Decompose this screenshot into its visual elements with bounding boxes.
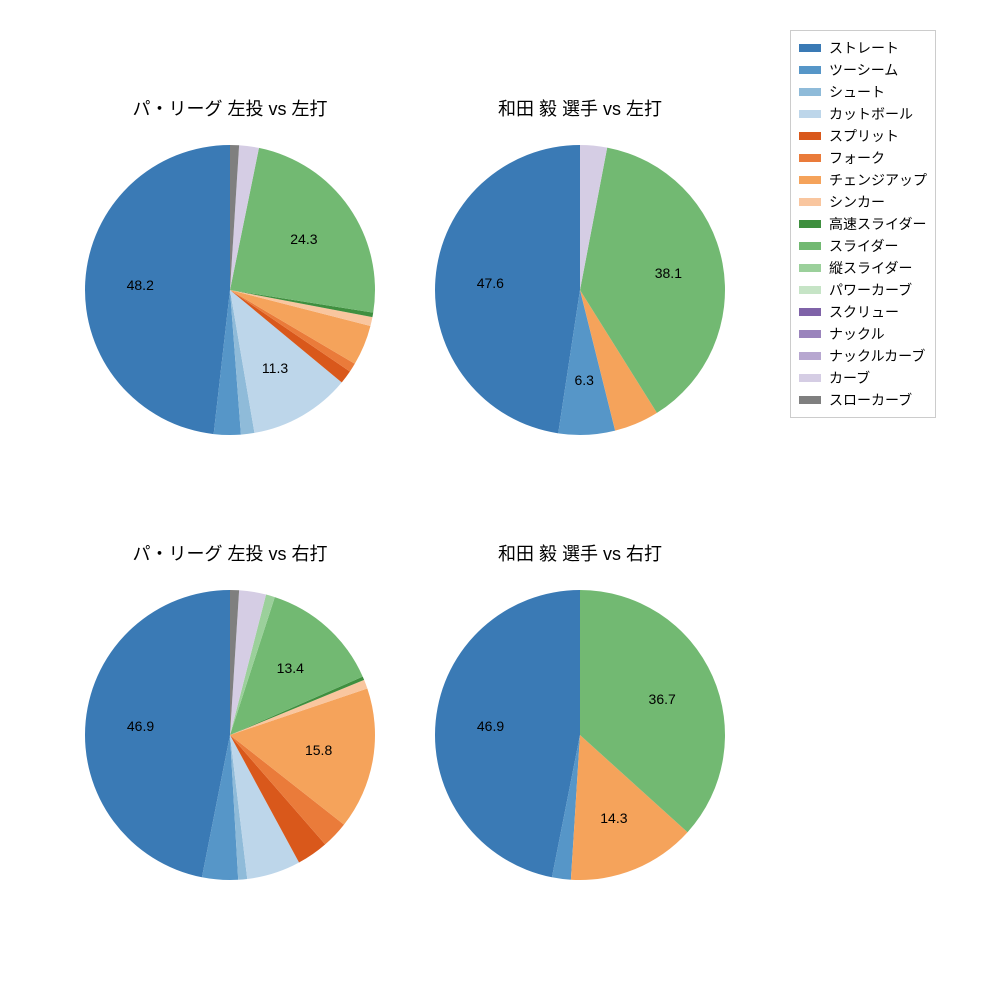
slice-label-tl: 24.3 — [290, 231, 317, 247]
legend-label: スクリュー — [829, 302, 899, 322]
slice-tr-ストレート — [435, 145, 580, 433]
legend-item: カーブ — [799, 367, 927, 389]
slice-label-br: 46.9 — [477, 718, 504, 734]
chart-title-bl: パ・リーグ 左投 vs 右打 — [80, 540, 380, 566]
legend-item: スローカーブ — [799, 389, 927, 411]
legend-swatch — [799, 88, 821, 96]
legend-item: シンカー — [799, 191, 927, 213]
legend-label: ナックルカーブ — [829, 346, 925, 366]
chart-title-br: 和田 毅 選手 vs 右打 — [430, 540, 730, 566]
pie-bl — [83, 588, 377, 882]
legend-swatch — [799, 198, 821, 206]
legend-label: シンカー — [829, 192, 885, 212]
legend-swatch — [799, 396, 821, 404]
legend-swatch — [799, 44, 821, 52]
slice-label-tr: 6.3 — [575, 372, 594, 388]
legend-swatch — [799, 66, 821, 74]
legend-label: カーブ — [829, 368, 870, 388]
slice-label-tr: 47.6 — [477, 275, 504, 291]
legend-item: 高速スライダー — [799, 213, 927, 235]
slice-label-br: 36.7 — [649, 691, 676, 707]
legend-label: フォーク — [829, 148, 885, 168]
legend-item: スライダー — [799, 235, 927, 257]
legend-item: シュート — [799, 81, 927, 103]
legend-label: ナックル — [829, 324, 885, 344]
legend-item: カットボール — [799, 103, 927, 125]
legend-label: 縦スライダー — [829, 258, 912, 278]
legend-item: スプリット — [799, 125, 927, 147]
legend-swatch — [799, 110, 821, 118]
legend-label: スライダー — [829, 236, 898, 256]
legend-label: ストレート — [829, 38, 899, 58]
chart-title-tr: 和田 毅 選手 vs 左打 — [430, 95, 730, 121]
slice-label-bl: 46.9 — [127, 718, 154, 734]
legend-label: スローカーブ — [829, 390, 912, 410]
legend-item: パワーカーブ — [799, 279, 927, 301]
slice-label-tl: 11.3 — [262, 360, 288, 376]
legend-item: ナックルカーブ — [799, 345, 927, 367]
slice-tl-ストレート — [85, 145, 230, 434]
legend-swatch — [799, 352, 821, 360]
legend-swatch — [799, 286, 821, 294]
legend-swatch — [799, 220, 821, 228]
legend-item: ストレート — [799, 37, 927, 59]
legend-item: 縦スライダー — [799, 257, 927, 279]
legend-label: パワーカーブ — [829, 280, 912, 300]
legend-label: チェンジアップ — [829, 170, 927, 190]
legend-item: チェンジアップ — [799, 169, 927, 191]
slice-label-br: 14.3 — [600, 810, 627, 826]
slice-bl-ストレート — [85, 590, 230, 877]
legend-swatch — [799, 264, 821, 272]
slice-br-ストレート — [435, 590, 580, 877]
slice-label-bl: 15.8 — [305, 742, 332, 758]
legend-swatch — [799, 308, 821, 316]
legend-swatch — [799, 330, 821, 338]
legend-item: スクリュー — [799, 301, 927, 323]
legend-label: ツーシーム — [829, 60, 898, 80]
slice-label-tl: 48.2 — [127, 277, 154, 293]
pie-br — [433, 588, 727, 882]
legend-item: ツーシーム — [799, 59, 927, 81]
legend-swatch — [799, 242, 821, 250]
legend-swatch — [799, 176, 821, 184]
legend-item: ナックル — [799, 323, 927, 345]
legend-label: シュート — [829, 82, 885, 102]
legend-swatch — [799, 154, 821, 162]
legend: ストレートツーシームシュートカットボールスプリットフォークチェンジアップシンカー… — [790, 30, 936, 418]
slice-label-tr: 38.1 — [655, 265, 682, 281]
legend-swatch — [799, 374, 821, 382]
legend-label: カットボール — [829, 104, 913, 124]
legend-label: 高速スライダー — [829, 214, 926, 234]
chart-grid: パ・リーグ 左投 vs 左打 48.2 11.3 24.3 和田 毅 選手 vs 左打 4… — [0, 0, 1000, 1000]
slice-label-bl: 13.4 — [277, 660, 304, 676]
legend-label: スプリット — [829, 126, 899, 146]
chart-title-tl: パ・リーグ 左投 vs 左打 — [80, 95, 380, 121]
legend-item: フォーク — [799, 147, 927, 169]
legend-swatch — [799, 132, 821, 140]
